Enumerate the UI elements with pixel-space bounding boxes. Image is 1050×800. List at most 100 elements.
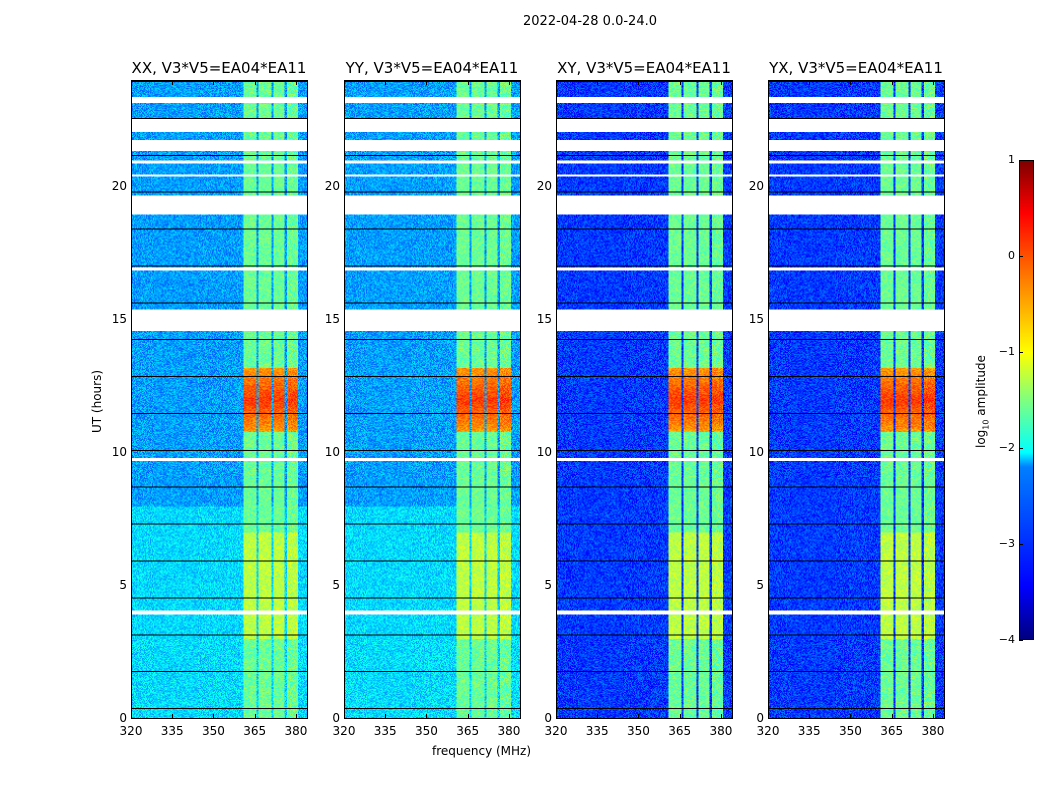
spectrogram-panel	[768, 80, 945, 719]
heatmap-image	[769, 81, 944, 718]
x-tick-label: 350	[627, 724, 650, 738]
colorbar-tick-mark	[1019, 448, 1023, 449]
x-tick-mark	[556, 80, 557, 85]
y-tick-label: 15	[111, 311, 127, 326]
x-tick-mark	[295, 80, 297, 85]
x-tick-mark	[638, 714, 640, 719]
x-tick-label: 380	[709, 724, 733, 738]
x-tick-mark	[508, 714, 510, 719]
x-tick-mark	[809, 714, 811, 719]
spectrogram-panel	[131, 80, 308, 719]
x-tick-label: 320	[119, 724, 143, 738]
x-tick-mark	[891, 80, 893, 85]
x-tick-mark	[131, 80, 132, 85]
x-tick-label: 335	[585, 724, 609, 738]
x-tick-mark	[213, 80, 215, 85]
panel-title: YY, V3*V5=EA04*EA11	[345, 59, 519, 77]
spectrogram-panel	[344, 80, 521, 719]
x-tick-mark	[597, 80, 599, 85]
x-tick-label: 380	[284, 724, 308, 738]
x-tick-label: 350	[202, 724, 225, 738]
colorbar-tick-mark	[1019, 544, 1023, 545]
y-tick-label: 10	[324, 444, 340, 459]
colorbar-tick-label: 1	[1008, 153, 1015, 166]
colorbar-tick-mark	[1019, 256, 1023, 257]
x-tick-label: 335	[373, 724, 397, 738]
y-tick-label: 10	[748, 444, 764, 459]
x-tick-mark	[720, 80, 722, 85]
x-tick-mark	[850, 80, 852, 85]
colorbar-tick-mark	[1019, 640, 1023, 641]
x-tick-mark	[344, 714, 345, 719]
x-tick-label: 320	[332, 724, 356, 738]
x-tick-mark	[850, 714, 852, 719]
x-tick-label: 365	[456, 724, 480, 738]
colorbar	[1019, 160, 1034, 640]
colorbar-tick-label: 0	[1008, 249, 1015, 262]
x-tick-mark	[344, 80, 345, 85]
x-tick-mark	[768, 714, 769, 719]
x-tick-label: 365	[243, 724, 267, 738]
y-tick-label: 15	[748, 311, 764, 326]
x-tick-mark	[385, 714, 387, 719]
x-tick-mark	[172, 80, 174, 85]
y-tick-label: 5	[332, 577, 340, 592]
x-tick-mark	[172, 714, 174, 719]
y-tick-label: 0	[332, 711, 340, 725]
panel-title: XX, V3*V5=EA04*EA11	[131, 59, 307, 77]
x-tick-mark	[295, 714, 297, 719]
x-tick-mark	[254, 80, 256, 85]
colorbar-tick-label: −4	[998, 633, 1015, 646]
panel-title: XY, V3*V5=EA04*EA11	[557, 59, 731, 77]
colorbar-tick-mark	[1019, 352, 1023, 353]
x-tick-mark	[720, 714, 722, 719]
heatmap-image	[557, 81, 732, 718]
x-tick-mark	[932, 714, 934, 719]
y-tick-label: 15	[324, 311, 340, 326]
y-tick-label: 20	[324, 178, 340, 193]
x-tick-label: 320	[756, 724, 780, 738]
x-tick-mark	[597, 714, 599, 719]
x-tick-mark	[385, 80, 387, 85]
figure-title: 2022-04-28 0.0-24.0	[523, 14, 657, 29]
y-tick-label: 10	[111, 444, 127, 459]
spectrogram-panel	[556, 80, 733, 719]
x-tick-mark	[131, 714, 132, 719]
x-tick-label: 365	[880, 724, 904, 738]
y-tick-label: 5	[544, 577, 552, 592]
x-tick-label: 350	[415, 724, 438, 738]
x-tick-label: 350	[839, 724, 862, 738]
x-tick-mark	[679, 80, 681, 85]
x-tick-mark	[467, 80, 469, 85]
x-tick-mark	[254, 714, 256, 719]
x-tick-label: 365	[668, 724, 692, 738]
x-tick-mark	[467, 714, 469, 719]
y-tick-label: 10	[536, 444, 552, 459]
x-tick-mark	[638, 80, 640, 85]
x-tick-mark	[768, 80, 769, 85]
y-axis-label: UT (hours)	[90, 369, 104, 433]
y-tick-label: 20	[111, 178, 127, 193]
y-tick-label: 5	[119, 577, 127, 592]
x-tick-mark	[932, 80, 934, 85]
y-tick-label: 0	[756, 711, 764, 725]
x-tick-mark	[556, 714, 557, 719]
colorbar-label: log10 amplitude	[974, 355, 991, 448]
y-tick-label: 20	[536, 178, 552, 193]
x-tick-mark	[426, 80, 428, 85]
colorbar-tick-label: −2	[998, 441, 1015, 454]
x-tick-mark	[426, 714, 428, 719]
x-tick-mark	[809, 80, 811, 85]
x-tick-mark	[508, 80, 510, 85]
colorbar-tick-mark	[1019, 160, 1023, 161]
panel-title: YX, V3*V5=EA04*EA11	[769, 59, 943, 77]
colorbar-tick-label: −3	[998, 537, 1015, 550]
heatmap-image	[132, 81, 307, 718]
y-tick-label: 0	[544, 711, 552, 725]
y-tick-label: 15	[536, 311, 552, 326]
x-tick-mark	[213, 714, 215, 719]
x-axis-label: frequency (MHz)	[432, 744, 532, 758]
x-tick-mark	[891, 714, 893, 719]
x-tick-label: 380	[921, 724, 945, 738]
x-tick-label: 335	[160, 724, 184, 738]
